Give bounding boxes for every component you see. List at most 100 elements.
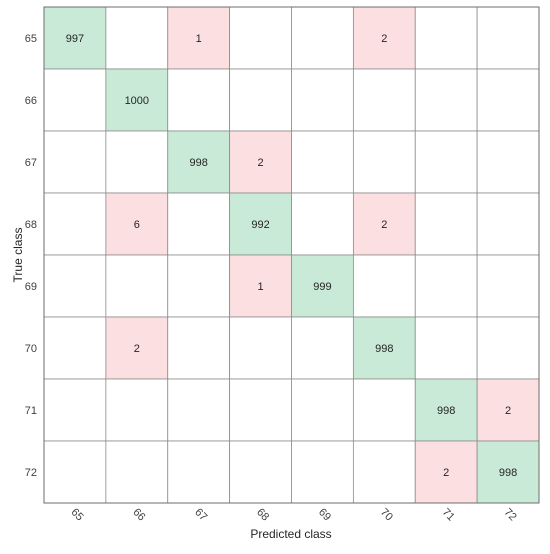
matrix-cell-r66-c70 — [352, 68, 416, 132]
matrix-cell-r65-c72 — [476, 6, 540, 70]
matrix-cell-r66-c68 — [229, 68, 292, 132]
x-tick-label-67: 67 — [192, 506, 209, 523]
y-tick-label-70: 70 — [25, 343, 37, 355]
matrix-frame — [43, 6, 540, 504]
matrix-cell-r65-c69 — [291, 6, 354, 70]
matrix-cell-r69-c71 — [414, 254, 478, 318]
matrix-cell-r71-c70 — [352, 378, 416, 442]
matrix-cell-r72-c71 — [414, 440, 478, 504]
matrix-cell-r67-c66 — [105, 130, 169, 194]
cell-value-r70-c66: 2 — [134, 343, 140, 355]
x-tick-label-68: 68 — [254, 506, 271, 523]
y-axis-label: True class — [11, 228, 25, 283]
cell-value-r68-c70: 2 — [381, 219, 387, 231]
matrix-cell-r71-c67 — [167, 378, 231, 442]
matrix-cell-r70-c71 — [414, 316, 478, 380]
matrix-cell-r71-c65 — [43, 378, 107, 442]
matrix-cells — [43, 6, 540, 504]
matrix-cell-r65-c67 — [167, 6, 231, 70]
cell-value-r71-c72: 2 — [505, 405, 511, 417]
matrix-cell-r67-c70 — [352, 130, 416, 194]
matrix-cell-r65-c68 — [229, 6, 292, 70]
matrix-cell-r66-c71 — [414, 68, 478, 132]
matrix-cell-r72-c68 — [229, 440, 292, 504]
matrix-cell-r71-c66 — [105, 378, 169, 442]
matrix-cell-r69-c68 — [229, 254, 292, 318]
matrix-cell-r68-c71 — [414, 192, 478, 256]
x-axis-label: Predicted class — [250, 527, 331, 541]
matrix-cell-r72-c69 — [291, 440, 354, 504]
matrix-cell-r72-c67 — [167, 440, 231, 504]
matrix-cell-r66-c69 — [291, 68, 354, 132]
matrix-cell-r66-c72 — [476, 68, 540, 132]
matrix-cell-r69-c67 — [167, 254, 231, 318]
matrix-cell-r66-c65 — [43, 68, 107, 132]
matrix-cell-r65-c66 — [105, 6, 169, 70]
y-tick-label-68: 68 — [25, 219, 37, 231]
x-tick-label-70: 70 — [378, 506, 395, 523]
matrix-cell-r70-c68 — [229, 316, 292, 380]
y-tick-label-69: 69 — [25, 281, 37, 293]
cell-value-r65-c67: 1 — [196, 33, 202, 45]
matrix-cell-r70-c66 — [105, 316, 169, 380]
x-tick-label-72: 72 — [502, 506, 519, 523]
matrix-cell-r69-c65 — [43, 254, 107, 318]
matrix-cell-r67-c68 — [229, 130, 292, 194]
cell-value-r70-c70: 998 — [375, 343, 393, 355]
matrix-cell-r67-c69 — [291, 130, 354, 194]
matrix-cell-r65-c71 — [414, 6, 478, 70]
matrix-cell-r72-c72 — [476, 440, 540, 504]
cell-value-r72-c72: 998 — [499, 467, 517, 479]
matrix-cell-r68-c68 — [229, 192, 292, 256]
matrix-cell-r66-c67 — [167, 68, 231, 132]
matrix-cell-r68-c69 — [291, 192, 354, 256]
matrix-cell-r72-c66 — [105, 440, 169, 504]
x-tick-label-66: 66 — [130, 506, 147, 523]
matrix-cell-r68-c72 — [476, 192, 540, 256]
matrix-cell-r72-c70 — [352, 440, 416, 504]
x-tick-labels: 65 66 67 68 69 70 71 72 — [68, 506, 518, 523]
matrix-cell-r70-c67 — [167, 316, 231, 380]
matrix-cell-r69-c70 — [352, 254, 416, 318]
cell-value-r65-c65: 997 — [66, 33, 84, 45]
matrix-cell-r67-c65 — [43, 130, 107, 194]
matrix-cell-r68-c67 — [167, 192, 231, 256]
matrix-cell-r70-c70 — [352, 316, 416, 380]
cell-value-r69-c69: 999 — [313, 281, 331, 293]
matrix-cell-labels: 997 1 2 1000 998 2 6 992 2 1 999 2 998 998 2 2 998 — [66, 33, 517, 479]
matrix-cell-r70-c69 — [291, 316, 354, 380]
y-tick-label-71: 71 — [25, 405, 37, 417]
matrix-cell-r71-c71 — [414, 378, 478, 442]
matrix-cell-r67-c67 — [167, 130, 231, 194]
matrix-cell-r69-c72 — [476, 254, 540, 318]
matrix-cell-r66-c66 — [105, 68, 169, 132]
y-tick-label-66: 66 — [25, 95, 37, 107]
matrix-cell-r67-c72 — [476, 130, 540, 194]
x-tick-label-71: 71 — [440, 506, 457, 523]
cell-value-r66-c66: 1000 — [125, 95, 149, 107]
cell-value-r69-c68: 1 — [258, 281, 264, 293]
matrix-cell-r70-c72 — [476, 316, 540, 380]
matrix-cell-r70-c65 — [43, 316, 107, 380]
matrix-cell-r65-c65 — [43, 6, 107, 70]
y-tick-label-72: 72 — [25, 467, 37, 479]
cell-value-r72-c71: 2 — [443, 467, 449, 479]
matrix-cell-r71-c69 — [291, 378, 354, 442]
y-tick-label-65: 65 — [25, 33, 37, 45]
matrix-cell-r69-c66 — [105, 254, 169, 318]
y-tick-labels: 65 66 67 68 69 70 71 72 — [25, 33, 37, 479]
y-tick-label-67: 67 — [25, 157, 37, 169]
cell-value-r68-c68: 992 — [251, 219, 269, 231]
cell-value-r71-c71: 998 — [437, 405, 455, 417]
cell-value-r68-c66: 6 — [134, 219, 140, 231]
matrix-cell-r71-c68 — [229, 378, 292, 442]
x-tick-label-65: 65 — [68, 506, 85, 523]
cell-value-r67-c67: 998 — [190, 157, 208, 169]
matrix-cell-r68-c65 — [43, 192, 107, 256]
matrix-cell-r72-c65 — [43, 440, 107, 504]
cell-value-r65-c70: 2 — [381, 33, 387, 45]
matrix-cell-r67-c71 — [414, 130, 478, 194]
cell-value-r67-c68: 2 — [258, 157, 264, 169]
